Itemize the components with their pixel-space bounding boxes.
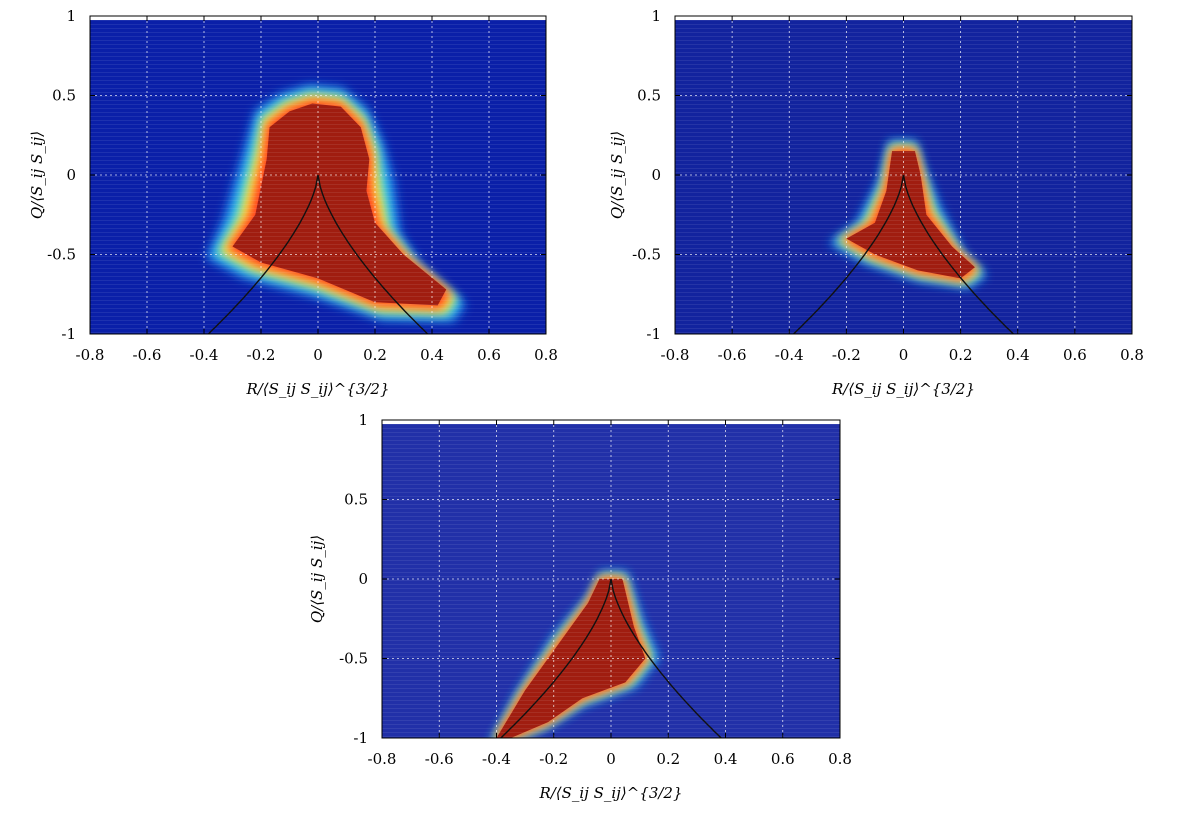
x-tick-label: -0.4 — [775, 346, 804, 364]
x-tick-label: 0 — [606, 750, 616, 768]
x-axis-label: R/⟨S_ij S_ij⟩^{3/2} — [831, 380, 975, 398]
x-tick-label: -0.4 — [482, 750, 511, 768]
y-axis-label: Q/⟨S_ij S_ij⟩ — [28, 131, 46, 219]
zero-discriminant-curve — [207, 174, 429, 334]
x-axis-label: R/⟨S_ij S_ij⟩^{3/2} — [245, 380, 389, 398]
x-axis-label: R/⟨S_ij S_ij⟩^{3/2} — [538, 784, 682, 802]
y-tick-label: 0.5 — [52, 87, 76, 105]
y-tick-label: 0 — [651, 166, 661, 184]
y-tick-label: 0.5 — [344, 491, 368, 509]
y-tick-label: 1 — [358, 411, 368, 429]
x-tick-label: -0.8 — [368, 750, 397, 768]
x-tick-label: 0.4 — [714, 750, 738, 768]
chart-panel-bottom: -0.8 -0.6 -0.4 -0.2 0 0.2 0.4 0.6 0.8 1 0.5 0 -0.5 -1… — [308, 411, 852, 802]
chart-panel-top-left: -0.8 -0.6 -0.4 -0.2 0 0.2 0.4 0.6 0.8 1 0.5 0 -0.5 -1… — [28, 7, 558, 398]
x-tick-label: 0.4 — [1006, 346, 1030, 364]
x-tick-label: 0 — [313, 346, 323, 364]
x-tick-label: -0.6 — [133, 346, 162, 364]
chart-panel-top-right: -0.8 -0.6 -0.4 -0.2 0 0.2 0.4 0.6 0.8 1 0.5 0 -0.5 -1… — [608, 7, 1144, 398]
y-tick-label: -0.5 — [632, 246, 661, 264]
x-tick-label: 0.2 — [949, 346, 973, 364]
y-axis-label: Q/⟨S_ij S_ij⟩ — [608, 131, 626, 219]
y-tick-label: -0.5 — [47, 246, 76, 264]
x-tick-label: 0.6 — [771, 750, 795, 768]
x-tick-label: 0.2 — [656, 750, 680, 768]
zero-discriminant-curve — [499, 578, 723, 738]
x-tick-label: 0.4 — [420, 346, 444, 364]
zero-discriminant-curve — [792, 174, 1015, 334]
x-tick-label: 0.6 — [1063, 346, 1087, 364]
y-tick-label: -1 — [61, 325, 76, 343]
x-tick-label: -0.4 — [190, 346, 219, 364]
x-tick-label: -0.2 — [539, 750, 568, 768]
y-tick-label: 0 — [358, 570, 368, 588]
y-tick-label: -0.5 — [339, 650, 368, 668]
y-tick-label: 0.5 — [637, 87, 661, 105]
x-tick-label: -0.8 — [661, 346, 690, 364]
x-tick-label: 0.8 — [828, 750, 852, 768]
y-tick-label: 1 — [66, 7, 76, 25]
x-tick-label: -0.8 — [76, 346, 105, 364]
y-tick-label: -1 — [646, 325, 661, 343]
x-tick-label: -0.2 — [247, 346, 276, 364]
y-tick-label: 1 — [651, 7, 661, 25]
x-tick-label: -0.6 — [425, 750, 454, 768]
x-tick-label: 0.6 — [477, 346, 501, 364]
x-tick-label: 0 — [899, 346, 909, 364]
x-tick-label: 0.8 — [534, 346, 558, 364]
x-tick-label: 0.2 — [363, 346, 387, 364]
y-tick-label: 0 — [66, 166, 76, 184]
x-tick-label: -0.6 — [718, 346, 747, 364]
x-tick-label: 0.8 — [1120, 346, 1144, 364]
y-tick-label: -1 — [353, 729, 368, 747]
y-axis-label: Q/⟨S_ij S_ij⟩ — [308, 535, 326, 623]
x-tick-label: -0.2 — [832, 346, 861, 364]
